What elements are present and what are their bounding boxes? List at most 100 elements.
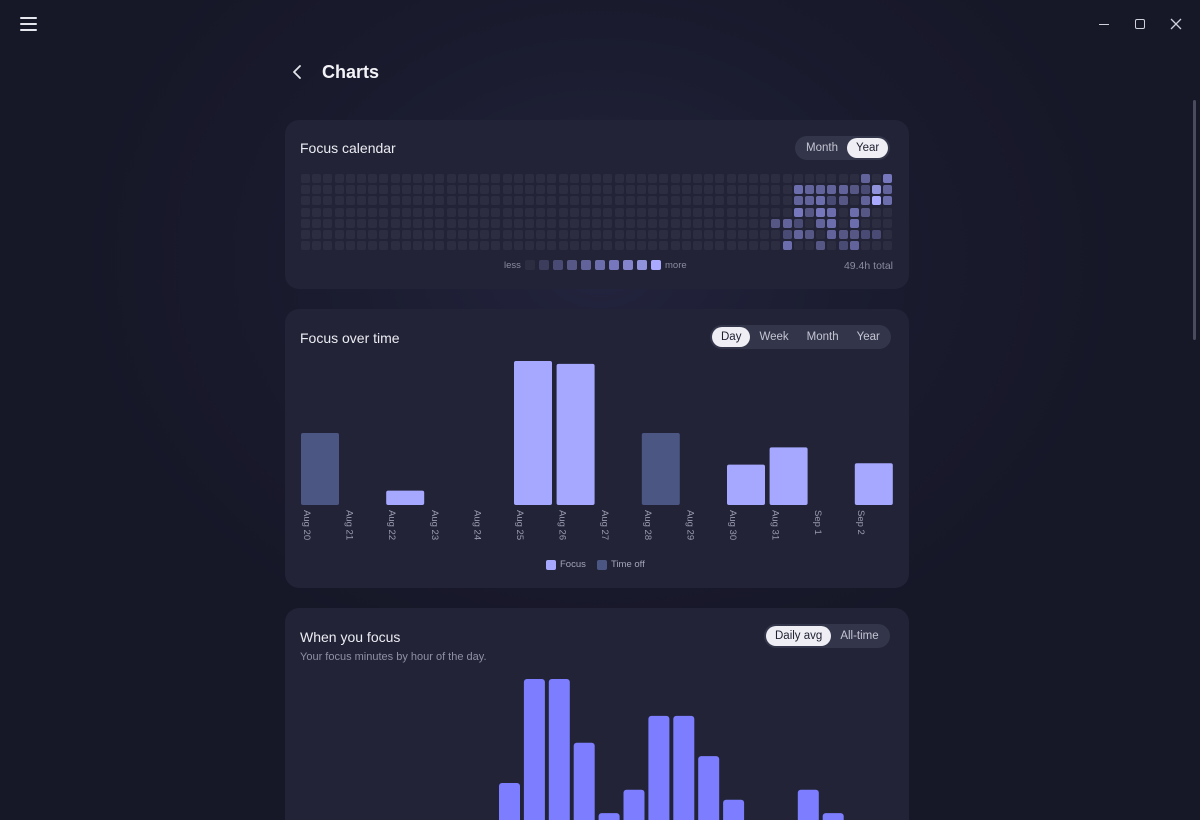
hour-bar bbox=[797, 789, 819, 820]
heatmap-day-cell bbox=[536, 241, 546, 251]
heatmap-day-cell bbox=[469, 174, 478, 183]
heatmap-day-cell bbox=[637, 218, 646, 228]
heatmap-day-cell bbox=[849, 241, 859, 251]
heatmap-day-cell bbox=[849, 185, 859, 195]
heatmap-day-cell bbox=[581, 174, 590, 183]
heatmap-day-cell bbox=[581, 241, 590, 251]
heatmap-day-cell bbox=[592, 207, 602, 217]
heatmap-day-cell bbox=[838, 196, 848, 206]
heatmap-day-cell bbox=[446, 196, 456, 206]
heatmap-day-cell bbox=[323, 185, 333, 195]
heatmap-day-cell bbox=[413, 196, 422, 206]
heatmap-day-cell bbox=[681, 230, 691, 239]
heatmap-day-cell bbox=[536, 185, 546, 195]
heatmap-day-cell bbox=[413, 218, 422, 228]
heatmap-day-cell bbox=[345, 241, 355, 251]
heatmap-day-cell bbox=[592, 185, 602, 195]
toggle-year[interactable]: Year bbox=[856, 331, 880, 343]
heatmap-day-cell bbox=[715, 218, 725, 228]
card-subtitle: Your focus minutes by hour of the day. bbox=[300, 651, 487, 663]
toggle-month[interactable]: Month bbox=[806, 142, 838, 154]
heatmap-day-cell bbox=[637, 241, 646, 251]
legend-level-swatch bbox=[567, 260, 577, 270]
heatmap-day-cell bbox=[614, 174, 624, 183]
heatmap-day-cell bbox=[558, 185, 568, 195]
maximize-icon[interactable] bbox=[1130, 14, 1150, 34]
heatmap-day-cell bbox=[502, 218, 512, 228]
heatmap-day-cell bbox=[872, 207, 882, 217]
heatmap-day-cell bbox=[793, 185, 803, 195]
heatmap-day-cell bbox=[368, 185, 378, 195]
heatmap-day-cell bbox=[603, 218, 613, 228]
heatmap-day-cell bbox=[838, 230, 848, 239]
heatmap-day-cell bbox=[861, 174, 870, 183]
heatmap-day-cell bbox=[569, 218, 579, 228]
heatmap-day-cell bbox=[648, 230, 658, 239]
time-range-toggle: Day Week Month Year bbox=[710, 325, 891, 349]
heatmap-day-cell bbox=[805, 207, 814, 217]
heatmap-day-cell bbox=[502, 241, 512, 251]
heatmap-day-cell bbox=[816, 207, 826, 217]
heatmap-day-cell bbox=[435, 207, 445, 217]
heatmap-day-cell bbox=[558, 174, 568, 183]
heatmap-day-cell bbox=[457, 218, 467, 228]
focus-bar bbox=[556, 363, 595, 505]
heatmap-day-cell bbox=[323, 230, 333, 239]
card-title: Focus over time bbox=[300, 330, 400, 346]
heatmap-day-cell bbox=[681, 185, 691, 195]
toggle-all-time[interactable]: All-time bbox=[840, 630, 879, 642]
heatmap-day-cell bbox=[805, 218, 814, 228]
heatmap-day-cell bbox=[625, 218, 635, 228]
heatmap-day-cell bbox=[816, 218, 826, 228]
toggle-daily-avg[interactable]: Daily avg bbox=[766, 626, 832, 646]
heatmap-day-cell bbox=[547, 230, 557, 239]
heatmap-day-cell bbox=[681, 174, 691, 183]
heatmap-day-cell bbox=[446, 230, 456, 239]
scrollbar[interactable] bbox=[1193, 100, 1196, 340]
heatmap-day-cell bbox=[558, 230, 568, 239]
heatmap-day-cell bbox=[357, 241, 366, 251]
heatmap-day-cell bbox=[726, 207, 736, 217]
close-icon[interactable] bbox=[1166, 14, 1186, 34]
back-button[interactable] bbox=[286, 60, 310, 84]
heatmap-day-cell bbox=[379, 185, 389, 195]
heatmap-day-cell bbox=[435, 218, 445, 228]
heatmap-day-cell bbox=[704, 185, 714, 195]
heatmap-day-cell bbox=[312, 185, 322, 195]
heatmap-day-cell bbox=[401, 241, 411, 251]
heatmap-day-cell bbox=[603, 207, 613, 217]
heatmap-day-cell bbox=[771, 241, 781, 251]
heatmap-day-cell bbox=[782, 218, 792, 228]
heatmap-day-cell bbox=[693, 218, 702, 228]
minimize-icon[interactable] bbox=[1094, 14, 1114, 34]
heatmap-day-cell bbox=[513, 241, 523, 251]
heatmap-day-cell bbox=[469, 241, 478, 251]
heatmap-day-cell bbox=[491, 185, 501, 195]
heatmap-day-cell bbox=[793, 207, 803, 217]
heatmap-day-cell bbox=[457, 174, 467, 183]
toggle-month[interactable]: Month bbox=[806, 331, 839, 343]
heatmap-day-cell bbox=[345, 196, 355, 206]
heatmap-day-cell bbox=[670, 196, 680, 206]
heatmap-day-cell bbox=[704, 207, 714, 217]
heatmap-day-cell bbox=[760, 196, 770, 206]
toggle-year[interactable]: Year bbox=[846, 138, 889, 158]
heatmap-day-cell bbox=[368, 207, 378, 217]
heatmap-day-cell bbox=[861, 241, 870, 251]
heatmap-day-cell bbox=[614, 196, 624, 206]
heatmap-day-cell bbox=[424, 230, 434, 239]
hour-bar bbox=[822, 813, 844, 820]
heatmap-day-cell bbox=[793, 218, 803, 228]
heatmap-day-cell bbox=[334, 174, 344, 183]
heatmap-day-cell bbox=[793, 241, 803, 251]
heatmap-day-cell bbox=[334, 230, 344, 239]
heatmap-day-cell bbox=[334, 218, 344, 228]
toggle-day[interactable]: Day bbox=[712, 327, 751, 347]
heatmap-day-cell bbox=[805, 196, 814, 206]
heatmap-day-cell bbox=[525, 185, 534, 195]
heatmap-day-cell bbox=[760, 185, 770, 195]
heatmap-day-cell bbox=[569, 174, 579, 183]
heatmap-day-cell bbox=[446, 241, 456, 251]
menu-hamburger-icon[interactable] bbox=[20, 17, 37, 31]
toggle-week[interactable]: Week bbox=[759, 331, 789, 343]
